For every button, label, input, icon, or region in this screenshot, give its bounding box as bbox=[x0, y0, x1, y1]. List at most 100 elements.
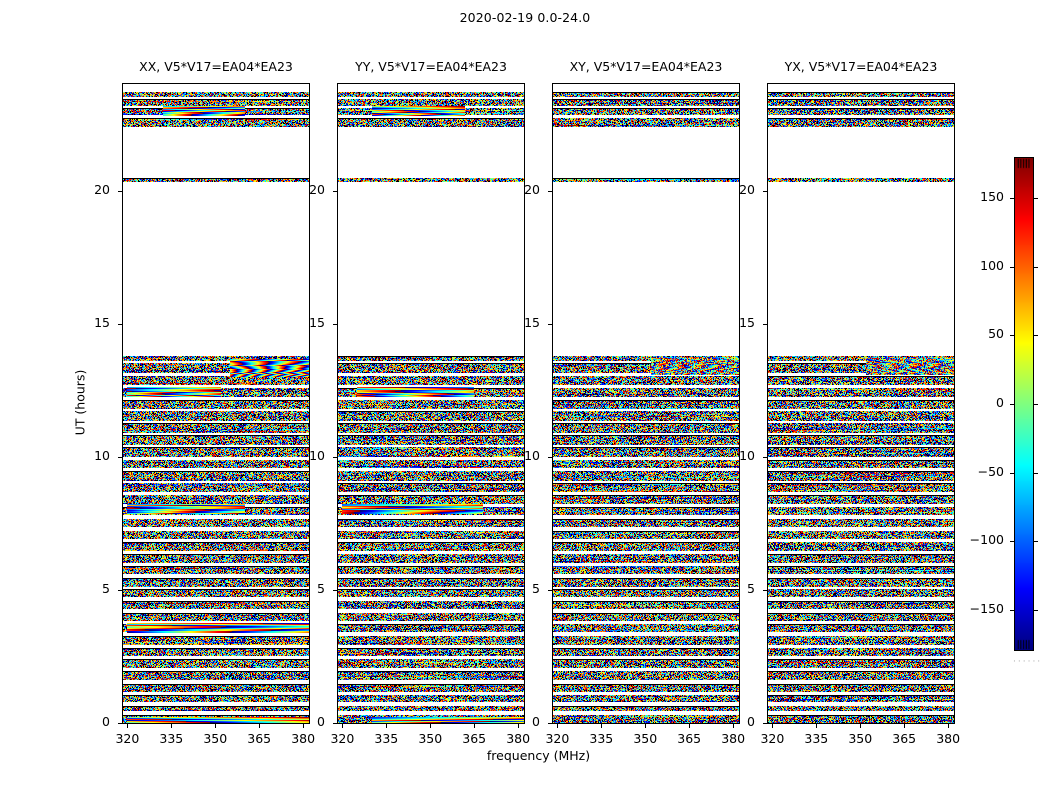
colorbar-tick-label: 0 bbox=[996, 395, 1004, 410]
y-tick-label: 10 bbox=[524, 447, 540, 463]
x-tick-label: 335 bbox=[804, 731, 829, 746]
y-tick bbox=[763, 590, 767, 591]
panel-title-xy: XY, V5*V17=EA04*EA23 bbox=[569, 59, 723, 74]
x-tick bbox=[215, 724, 216, 728]
y-tick bbox=[548, 324, 552, 325]
y-tick-label: 15 bbox=[524, 314, 540, 330]
y-tick-label: 5 bbox=[102, 580, 110, 596]
panel-title-xx: XX, V5*V17=EA04*EA23 bbox=[139, 59, 293, 74]
heatmap-panel-xy[interactable] bbox=[552, 83, 740, 724]
x-tick-label: 380 bbox=[506, 731, 531, 746]
x-tick-label: 350 bbox=[203, 731, 228, 746]
y-tick-label: 15 bbox=[94, 314, 110, 330]
colorbar-tick-label: 50 bbox=[988, 326, 1004, 342]
colorbar-tick bbox=[1034, 267, 1038, 268]
colorbar-gradient bbox=[1014, 157, 1034, 651]
colorbar-tick-label: 100 bbox=[980, 257, 1004, 273]
x-tick bbox=[645, 724, 646, 728]
x-tick-label: 380 bbox=[936, 731, 961, 746]
colorbar-tick bbox=[1034, 335, 1038, 336]
y-tick-label: 0 bbox=[317, 714, 325, 729]
y-tick-label: 15 bbox=[739, 314, 755, 330]
y-tick bbox=[763, 457, 767, 458]
heatmap-panel-xx[interactable] bbox=[122, 83, 310, 724]
colorbar-tick bbox=[1034, 473, 1038, 474]
colorbar-under-marks: ······ bbox=[1013, 657, 1043, 667]
x-tick bbox=[689, 724, 690, 728]
y-tick bbox=[118, 324, 122, 325]
y-tick-label: 10 bbox=[739, 447, 755, 463]
colorbar-tick bbox=[1034, 404, 1038, 405]
x-tick-label: 335 bbox=[589, 731, 614, 746]
colorbar-tick bbox=[1010, 610, 1014, 611]
figure-suptitle: 2020-02-19 0.0-24.0 bbox=[459, 10, 591, 25]
colorbar bbox=[1014, 157, 1034, 651]
y-tick-label: 5 bbox=[747, 580, 755, 596]
x-tick-label: 320 bbox=[760, 731, 785, 746]
x-tick bbox=[127, 724, 128, 728]
y-tick bbox=[333, 590, 337, 591]
x-tick bbox=[557, 724, 558, 728]
x-tick-label: 335 bbox=[374, 731, 399, 746]
panel-title-yx: YX, V5*V17=EA04*EA23 bbox=[784, 59, 938, 74]
heatmap-panel-yy[interactable] bbox=[337, 83, 525, 724]
colorbar-tick bbox=[1010, 541, 1014, 542]
x-tick bbox=[171, 724, 172, 728]
x-tick-label: 365 bbox=[677, 731, 702, 746]
colorbar-tick bbox=[1010, 267, 1014, 268]
colorbar-tick bbox=[1034, 198, 1038, 199]
colorbar-tick bbox=[1010, 473, 1014, 474]
y-tick-label: 20 bbox=[524, 181, 540, 197]
x-tick bbox=[386, 724, 387, 728]
y-tick-label: 0 bbox=[102, 714, 110, 729]
x-tick bbox=[601, 724, 602, 728]
x-tick bbox=[474, 724, 475, 728]
x-tick bbox=[303, 724, 304, 728]
x-tick-label: 350 bbox=[848, 731, 873, 746]
y-tick bbox=[548, 191, 552, 192]
y-tick-label: 20 bbox=[739, 181, 755, 197]
x-tick-label: 350 bbox=[418, 731, 443, 746]
x-tick-label: 365 bbox=[462, 731, 487, 746]
y-tick bbox=[118, 723, 122, 724]
x-tick bbox=[733, 724, 734, 728]
y-tick-label: 15 bbox=[309, 314, 325, 330]
y-tick bbox=[118, 191, 122, 192]
x-tick bbox=[342, 724, 343, 728]
y-tick bbox=[118, 590, 122, 591]
y-tick bbox=[763, 324, 767, 325]
y-tick bbox=[763, 723, 767, 724]
y-tick-label: 10 bbox=[309, 447, 325, 463]
y-tick bbox=[763, 191, 767, 192]
x-tick-label: 320 bbox=[115, 731, 140, 746]
heatmap-image bbox=[123, 84, 309, 723]
x-tick-label: 380 bbox=[721, 731, 746, 746]
x-tick-label: 350 bbox=[633, 731, 658, 746]
y-tick bbox=[118, 457, 122, 458]
heatmap-panel-yx[interactable] bbox=[767, 83, 955, 724]
x-tick-label: 320 bbox=[545, 731, 570, 746]
panel-title-yy: YY, V5*V17=EA04*EA23 bbox=[355, 59, 507, 74]
heatmap-image bbox=[768, 84, 954, 723]
x-tick bbox=[259, 724, 260, 728]
colorbar-tick-label: −100 bbox=[969, 532, 1004, 548]
y-tick-label: 0 bbox=[532, 714, 540, 729]
x-tick bbox=[860, 724, 861, 728]
y-tick bbox=[333, 324, 337, 325]
y-tick-label: 20 bbox=[94, 181, 110, 197]
x-tick bbox=[816, 724, 817, 728]
colorbar-tick-label: −150 bbox=[969, 600, 1004, 616]
heatmap-image bbox=[338, 84, 524, 723]
x-tick bbox=[772, 724, 773, 728]
y-tick-label: 0 bbox=[747, 714, 755, 729]
y-tick-label: 10 bbox=[94, 447, 110, 463]
x-tick-label: 335 bbox=[159, 731, 184, 746]
x-tick-label: 380 bbox=[291, 731, 316, 746]
colorbar-tick bbox=[1034, 610, 1038, 611]
y-axis-label: UT (hours) bbox=[72, 369, 88, 435]
y-tick bbox=[333, 457, 337, 458]
x-tick-label: 320 bbox=[330, 731, 355, 746]
x-tick-label: 365 bbox=[892, 731, 917, 746]
x-tick bbox=[430, 724, 431, 728]
